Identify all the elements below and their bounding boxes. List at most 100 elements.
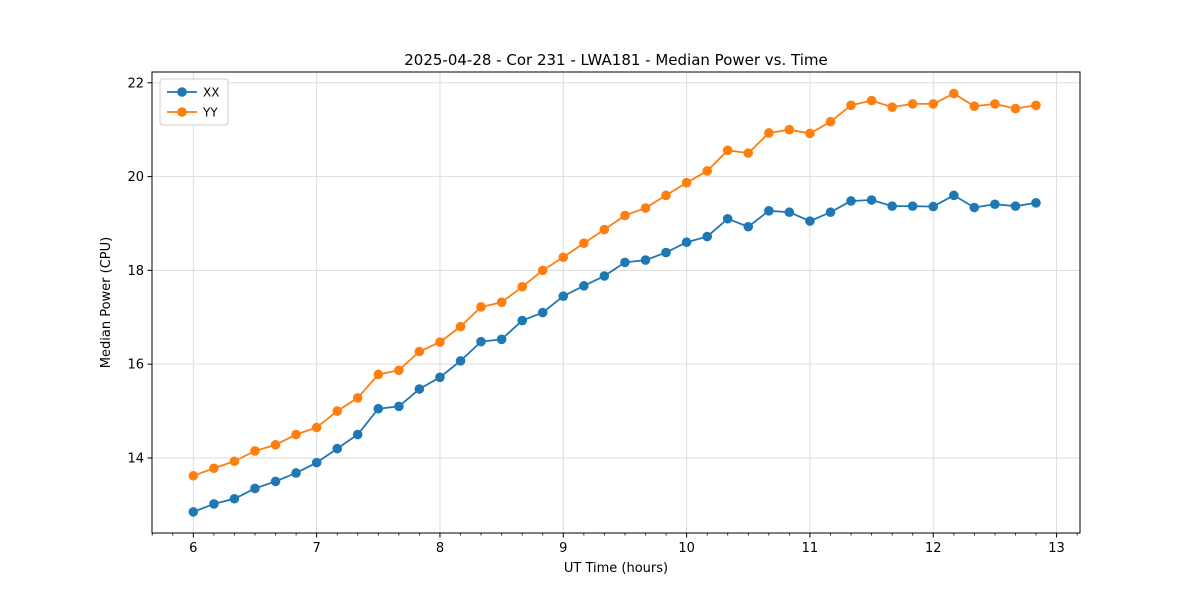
data-point-XX — [722, 213, 733, 224]
data-point-XX — [599, 271, 610, 281]
data-point-XX — [887, 201, 897, 211]
plot-border — [151, 71, 1081, 534]
data-point-YY — [250, 446, 260, 456]
data-point-XX — [743, 221, 754, 232]
data-point-YY — [764, 128, 774, 138]
data-point-YY — [414, 346, 425, 357]
data-point-YY — [352, 393, 363, 403]
data-point-YY — [209, 463, 219, 474]
data-point-XX — [949, 190, 959, 201]
data-point-YY — [661, 190, 671, 201]
series-line-YY — [193, 92, 1037, 477]
data-point-XX — [784, 207, 795, 218]
data-point-YY — [743, 148, 754, 158]
data-point-XX — [969, 202, 980, 213]
data-point-XX — [558, 291, 569, 301]
data-point-XX — [270, 476, 281, 487]
data-point-YY — [722, 145, 733, 156]
data-point-YY — [599, 224, 610, 235]
data-point-YY — [640, 203, 651, 213]
data-point-XX — [373, 403, 384, 414]
data-point-XX — [394, 401, 404, 412]
data-point-YY — [907, 99, 918, 109]
data-point-XX — [476, 336, 486, 347]
data-point-YY — [846, 100, 856, 111]
data-point-XX — [352, 429, 363, 440]
data-point-YY — [990, 99, 1000, 109]
x-tick-label: 9 — [559, 541, 567, 556]
data-point-XX — [188, 507, 199, 517]
data-point-XX — [496, 334, 507, 345]
data-point-YY — [969, 101, 980, 112]
data-point-YY — [537, 265, 548, 276]
data-point-YY — [291, 429, 301, 440]
y-axis-label: Median Power (CPU) — [99, 237, 114, 368]
x-tick-label: 8 — [436, 541, 444, 556]
data-point-YY — [579, 238, 589, 248]
data-point-XX — [291, 468, 301, 478]
data-point-XX — [435, 372, 445, 383]
x-tick-label: 12 — [925, 541, 942, 556]
data-point-YY — [1031, 100, 1041, 111]
x-axis-label: UT Time (hours) — [564, 561, 668, 576]
data-point-YY — [394, 365, 404, 376]
data-point-YY — [476, 302, 486, 312]
data-point-XX — [681, 237, 692, 248]
data-point-YY — [620, 210, 630, 221]
y-tick-label: 20 — [127, 170, 144, 185]
data-point-YY — [784, 124, 795, 135]
data-point-YY — [496, 297, 507, 308]
y-tick-label: 16 — [127, 358, 144, 373]
data-point-YY — [517, 281, 528, 292]
legend-label-YY: YY — [202, 106, 218, 120]
data-point-YY — [681, 177, 692, 188]
y-tick-label: 22 — [127, 76, 144, 91]
data-point-XX — [825, 207, 836, 218]
data-point-XX — [990, 199, 1000, 210]
data-point-XX — [414, 384, 425, 394]
x-tick-label: 13 — [1048, 541, 1065, 556]
data-point-YY — [435, 337, 445, 347]
data-point-YY — [188, 470, 199, 481]
data-point-YY — [373, 369, 384, 380]
chart-title: 2025-04-28 - Cor 231 - LWA181 - Median P… — [404, 51, 828, 69]
data-point-YY — [887, 102, 897, 112]
data-point-YY — [455, 321, 466, 332]
data-point-XX — [846, 196, 856, 206]
data-point-XX — [229, 493, 240, 504]
data-point-XX — [332, 443, 343, 454]
data-point-YY — [825, 116, 836, 127]
data-point-YY — [805, 128, 815, 139]
data-point-YY — [270, 440, 281, 450]
data-point-XX — [455, 356, 466, 366]
data-point-YY — [229, 456, 240, 467]
data-point-XX — [661, 247, 671, 258]
x-tick-label: 10 — [678, 541, 695, 556]
data-point-XX — [866, 195, 877, 205]
data-point-XX — [579, 281, 589, 291]
legend-box — [159, 78, 229, 126]
data-point-XX — [311, 457, 322, 468]
y-tick-label: 18 — [127, 264, 144, 279]
x-tick-label: 11 — [802, 541, 819, 556]
data-point-XX — [209, 499, 219, 509]
data-point-XX — [702, 231, 712, 242]
data-point-XX — [517, 315, 528, 326]
data-point-YY — [702, 166, 712, 176]
data-point-XX — [640, 255, 651, 265]
data-point-YY — [558, 252, 569, 263]
data-point-XX — [805, 216, 815, 226]
data-point-XX — [250, 483, 260, 494]
x-tick-label: 6 — [189, 541, 197, 556]
data-point-YY — [332, 406, 343, 416]
data-point-XX — [1031, 198, 1041, 208]
y-tick-label: 14 — [127, 451, 144, 466]
legend-marker-YY — [177, 107, 187, 117]
legend-label-XX: XX — [203, 86, 219, 100]
legend-marker-XX — [177, 87, 187, 97]
data-point-YY — [949, 88, 959, 99]
data-point-YY — [928, 99, 939, 109]
data-point-XX — [537, 307, 548, 318]
